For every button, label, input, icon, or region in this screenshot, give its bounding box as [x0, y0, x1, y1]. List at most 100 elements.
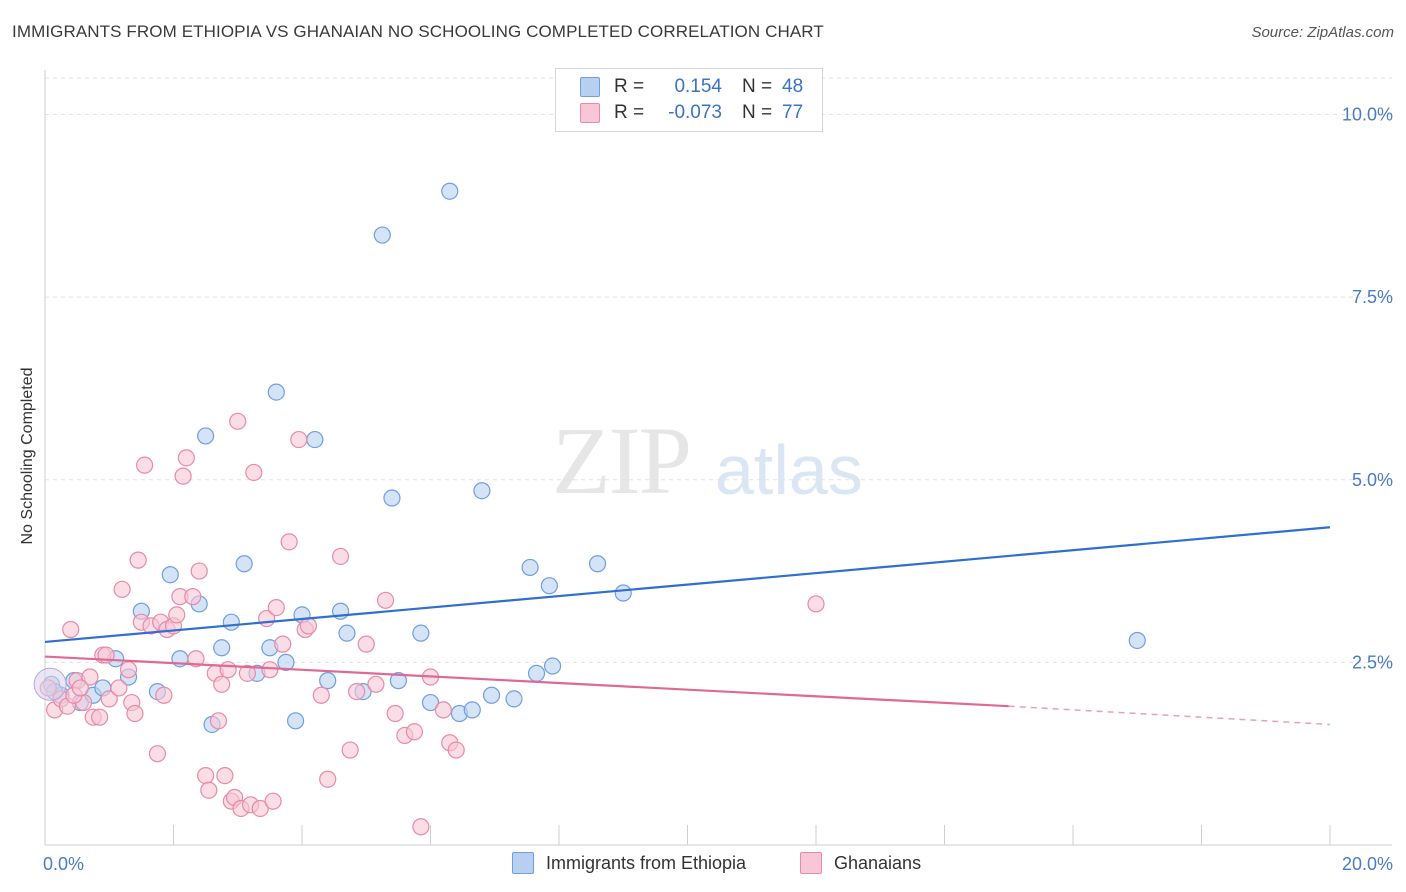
n-label: N =: [742, 102, 773, 123]
chart-title: IMMIGRANTS FROM ETHIOPIA VS GHANAIAN NO …: [12, 22, 824, 41]
ghanaian-point: [261, 661, 279, 679]
bottom-legend-ghanaians[interactable]: Ghanaians: [800, 852, 921, 874]
x-tick-label-min: 0.0%: [43, 854, 84, 874]
y-tick-label: 5.0%: [1352, 470, 1393, 490]
legend-swatch-ethiopia: [580, 77, 600, 97]
ghanaian-point: [200, 781, 218, 799]
ghanaian-point: [177, 449, 195, 467]
bottom-legend-ethiopia[interactable]: Immigrants from Ethiopia: [512, 852, 746, 874]
y-tick-label: 10.0%: [1342, 105, 1393, 125]
x-tick-label-max: 20.0%: [1342, 854, 1393, 874]
ethiopia-point: [222, 613, 240, 631]
ghanaian-point: [319, 770, 337, 788]
ghanaian-point: [126, 704, 144, 723]
ghanaian-point: [155, 686, 173, 704]
r-label: R =: [614, 76, 645, 97]
ghanaian-point: [807, 595, 825, 613]
legend-row-ethiopia: R = 0.154 N = 48: [580, 75, 803, 99]
ethiopia-point: [338, 624, 356, 642]
ghanaian-point: [135, 456, 154, 474]
legend-swatch-ghanaians: [580, 103, 600, 123]
bottom-legend-swatch-ethiopia: [512, 852, 534, 874]
ghanaian-trend-line: [44, 655, 1009, 708]
ethiopia-point: [412, 624, 430, 642]
ethiopia-point: [482, 686, 501, 704]
ghanaian-point: [174, 467, 192, 485]
ghanaian-point: [412, 818, 430, 836]
ethiopia-point: [213, 639, 231, 657]
ghanaian-point: [62, 620, 80, 639]
ghanaian-point: [331, 547, 350, 566]
legend-row-ghanaians: R = -0.073 N = 77: [580, 101, 803, 125]
ghanaian-point: [219, 661, 237, 679]
ethiopia-point: [373, 226, 391, 244]
ghanaian-point: [209, 712, 228, 730]
ghanaian-point: [264, 792, 282, 810]
ethiopia-point: [161, 566, 179, 584]
watermark-atlas: atlas: [715, 431, 863, 509]
ethiopia-point: [527, 664, 546, 682]
ethiopia-point: [277, 653, 295, 671]
ghanaian-trend-extension: [1008, 705, 1331, 726]
ghanaian-point: [216, 767, 234, 785]
ghanaian-point: [299, 617, 318, 635]
ghanaian-point: [290, 430, 308, 449]
ghanaian-point: [229, 412, 247, 430]
ethiopia-point: [441, 182, 459, 200]
ghanaian-point: [81, 668, 99, 686]
ghanaian-point: [71, 679, 89, 697]
ghanaian-point: [113, 580, 131, 598]
r-value: -0.073: [668, 102, 722, 123]
ghanaian-point: [238, 664, 256, 682]
ghanaian-point: [405, 723, 424, 741]
ethiopia-point: [463, 701, 481, 719]
ghanaian-point: [184, 588, 202, 606]
y-tick-label: 2.5%: [1352, 652, 1393, 672]
ethiopia-point: [588, 555, 607, 573]
ghanaian-point: [110, 679, 128, 697]
ghanaian-point: [119, 661, 138, 679]
correlation-legend: R = 0.154 N = 48 R = -0.073 N = 77: [555, 68, 823, 132]
ethiopia-point: [389, 672, 407, 690]
ethiopia-point: [286, 712, 305, 730]
ethiopia-point: [267, 383, 285, 401]
ghanaian-point: [386, 704, 404, 723]
ethiopia-point: [1128, 631, 1146, 650]
ghanaian-point: [434, 701, 452, 719]
y-tick-label: 7.5%: [1352, 287, 1393, 307]
n-value: 77: [782, 102, 804, 123]
ethiopia-point: [319, 672, 337, 690]
ghanaian-point: [348, 682, 366, 701]
ghanaian-point: [148, 745, 167, 763]
ethiopia-point: [306, 430, 324, 449]
ghanaian-point: [267, 598, 285, 617]
n-label: N =: [742, 76, 773, 97]
ghanaian-point: [245, 463, 263, 482]
ethiopia-point: [383, 489, 401, 507]
ghanaian-point: [367, 675, 385, 693]
r-value: 0.154: [674, 76, 722, 97]
ethiopia-point: [543, 657, 562, 675]
ghanaian-point: [274, 635, 292, 653]
ethiopia-point: [505, 690, 523, 708]
ghanaian-point: [447, 741, 465, 759]
ghanaian-point: [357, 635, 375, 653]
ghanaian-point: [376, 591, 395, 609]
ghanaian-point: [100, 690, 118, 708]
ghanaian-point: [251, 799, 269, 818]
ghanaian-point: [280, 533, 298, 551]
ghanaian-point: [190, 562, 208, 580]
ethiopia-point: [421, 693, 440, 712]
source-label: Source: ZipAtlas.com: [1251, 24, 1394, 41]
ethiopia-trend-line: [44, 526, 1331, 644]
ethiopia-point: [521, 558, 539, 577]
ethiopia-point: [197, 427, 215, 445]
ghanaian-point: [168, 606, 186, 624]
ghanaian-point: [312, 686, 330, 704]
ethiopia-point: [614, 584, 632, 602]
bottom-legend-label-ghanaians: Ghanaians: [834, 852, 922, 873]
ghanaian-point: [187, 650, 205, 668]
bottom-legend-swatch-ghanaians: [800, 852, 822, 874]
r-label: R =: [614, 102, 645, 123]
